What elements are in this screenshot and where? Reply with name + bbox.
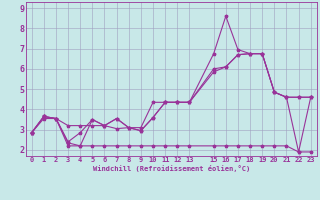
X-axis label: Windchill (Refroidissement éolien,°C): Windchill (Refroidissement éolien,°C) bbox=[92, 165, 250, 172]
